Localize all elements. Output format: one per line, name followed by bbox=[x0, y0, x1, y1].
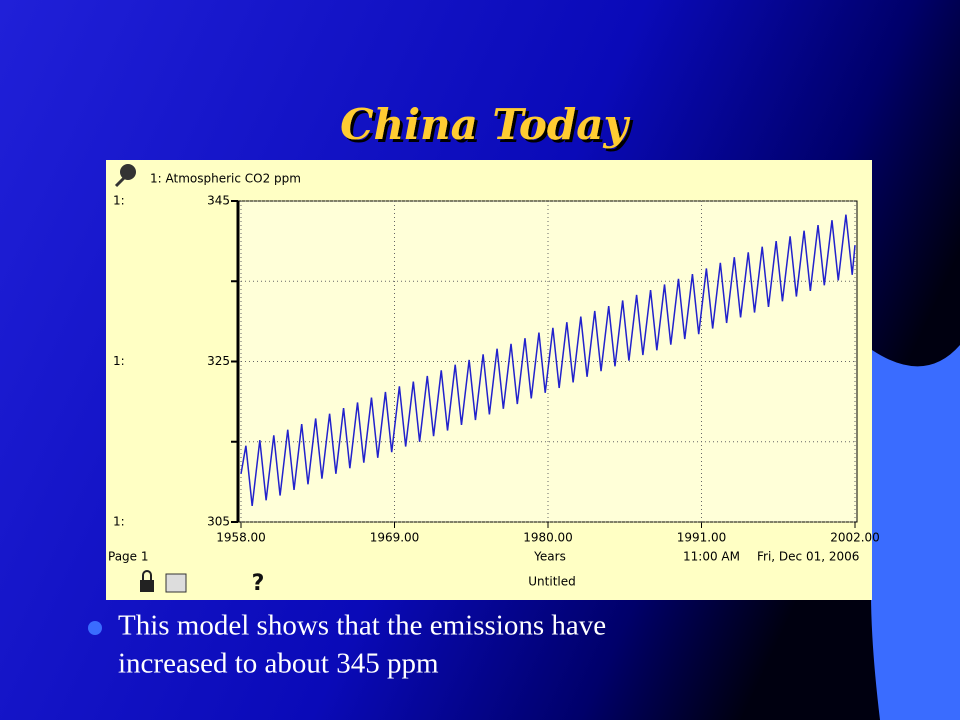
y-tick-label: 325 bbox=[207, 354, 230, 368]
y-tick-label: 305 bbox=[207, 515, 230, 529]
x-tick-label: 1958.00 bbox=[216, 531, 266, 545]
date-label: Fri, Dec 01, 2006 bbox=[757, 550, 859, 564]
x-tick-label: 2002.00 bbox=[830, 531, 880, 545]
axis-prefix: 1: bbox=[113, 515, 125, 529]
x-tick-label: 1980.00 bbox=[523, 531, 573, 545]
icon bbox=[120, 164, 136, 180]
y-tick-label: 345 bbox=[207, 194, 230, 208]
help-icon[interactable]: ? bbox=[252, 571, 265, 596]
data-line bbox=[240, 214, 856, 507]
lock-icon[interactable] bbox=[140, 580, 154, 592]
slide-title: China Today bbox=[340, 100, 630, 149]
legend-label: 1: Atmospheric CO2 ppm bbox=[150, 172, 301, 186]
bullet-text: This model shows that the emissions have bbox=[118, 610, 606, 642]
toolbar-icons: ? bbox=[140, 570, 265, 596]
bullet-dot bbox=[88, 621, 102, 635]
page-label: Page 1 bbox=[108, 550, 149, 564]
axis-prefix: 1: bbox=[113, 354, 125, 368]
x-tick-label: 1969.00 bbox=[370, 531, 420, 545]
x-axis-label: Years bbox=[533, 550, 566, 564]
print-icon[interactable] bbox=[165, 573, 187, 593]
icon bbox=[114, 176, 126, 188]
bullet-text: increased to about 345 ppm bbox=[118, 648, 439, 680]
x-tick-label: 1991.00 bbox=[677, 531, 727, 545]
lock-icon bbox=[142, 570, 152, 580]
decoration bbox=[871, 345, 960, 720]
axis-prefix: 1: bbox=[113, 194, 125, 208]
file-label: Untitled bbox=[528, 575, 575, 589]
time-label: 11:00 AM bbox=[683, 550, 740, 564]
